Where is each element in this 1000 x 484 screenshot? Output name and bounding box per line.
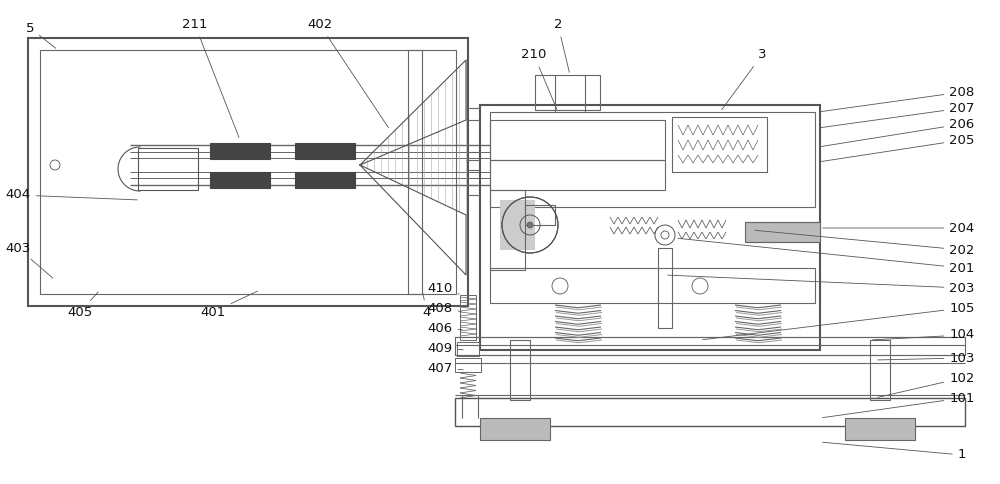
- Text: 410: 410: [427, 282, 459, 294]
- Bar: [510, 340, 530, 400]
- Text: 208: 208: [821, 86, 975, 112]
- Bar: [408, 50, 422, 294]
- Bar: [490, 268, 815, 303]
- Text: 203: 203: [668, 275, 975, 294]
- Text: 405: 405: [67, 292, 98, 318]
- Text: 202: 202: [755, 230, 975, 257]
- Bar: [28, 38, 468, 306]
- Bar: [490, 120, 665, 160]
- Bar: [40, 50, 456, 294]
- Bar: [457, 342, 479, 356]
- Bar: [870, 340, 890, 400]
- Bar: [138, 148, 198, 190]
- Text: 204: 204: [823, 222, 975, 235]
- Text: 201: 201: [678, 238, 975, 274]
- Text: 401: 401: [200, 291, 257, 318]
- Bar: [480, 105, 820, 350]
- Bar: [845, 418, 915, 440]
- Bar: [490, 160, 665, 190]
- Text: 105: 105: [703, 302, 975, 340]
- Bar: [295, 143, 355, 159]
- Bar: [455, 337, 965, 355]
- Text: 207: 207: [821, 102, 975, 128]
- Bar: [490, 112, 815, 207]
- Bar: [480, 418, 550, 440]
- Text: 206: 206: [821, 118, 975, 147]
- Bar: [295, 172, 355, 188]
- Text: 210: 210: [521, 48, 557, 109]
- Bar: [672, 117, 767, 172]
- Text: 408: 408: [427, 302, 461, 315]
- Text: 402: 402: [307, 18, 388, 128]
- Bar: [745, 222, 820, 242]
- Text: 5: 5: [26, 21, 56, 48]
- Text: 205: 205: [821, 134, 975, 162]
- Text: 103: 103: [878, 351, 975, 364]
- Bar: [460, 295, 476, 340]
- Text: 403: 403: [5, 242, 53, 278]
- Text: 404: 404: [5, 188, 137, 201]
- Text: 407: 407: [427, 362, 463, 375]
- Text: 409: 409: [427, 342, 463, 354]
- Text: 1: 1: [823, 442, 966, 462]
- Bar: [525, 205, 555, 225]
- Bar: [535, 75, 600, 110]
- Text: 406: 406: [427, 321, 462, 334]
- Circle shape: [527, 222, 533, 228]
- Bar: [455, 398, 965, 426]
- Text: 2: 2: [554, 18, 569, 72]
- Text: 101: 101: [823, 392, 975, 418]
- Text: 3: 3: [722, 48, 766, 110]
- Bar: [210, 143, 270, 159]
- Text: 211: 211: [182, 18, 239, 137]
- Text: 104: 104: [873, 329, 975, 342]
- Bar: [500, 200, 535, 250]
- Text: 102: 102: [878, 372, 975, 397]
- Text: 4: 4: [423, 293, 431, 318]
- Bar: [210, 172, 270, 188]
- Bar: [490, 190, 525, 270]
- Bar: [455, 358, 481, 372]
- Bar: [658, 248, 672, 328]
